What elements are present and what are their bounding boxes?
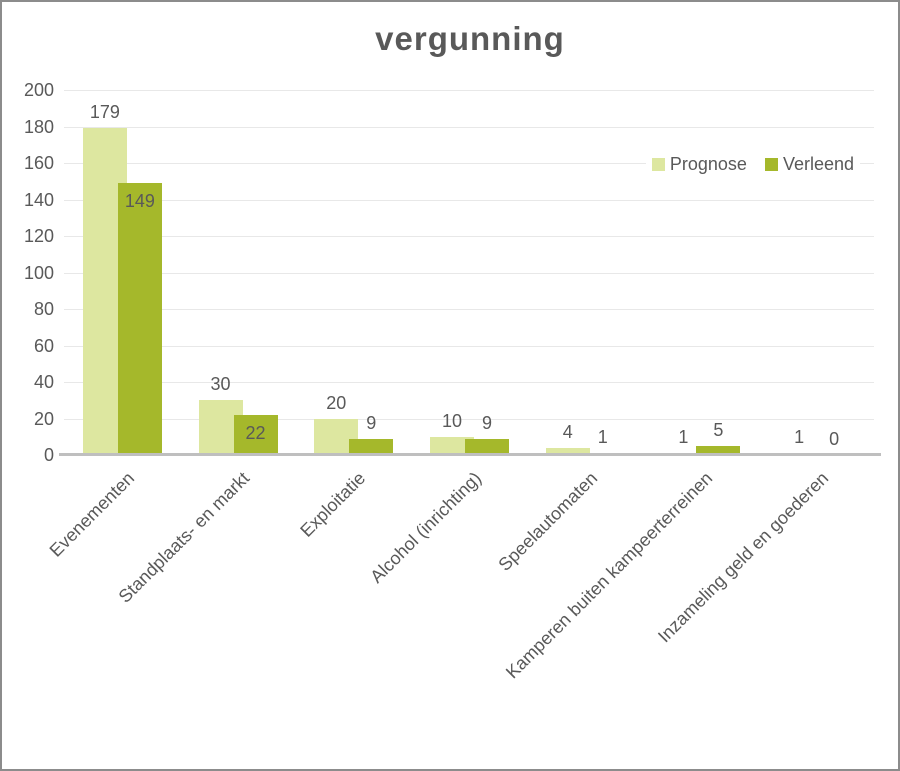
value-label-verleend-7: 0 [829,429,840,449]
x-axis-category-label: Evenementen [45,468,139,561]
gridline [64,382,874,383]
gridline [64,126,874,128]
y-axis-tick-label: 60 [33,335,54,356]
gridline [64,272,874,274]
x-axis-category-label: Kamperen buiten kampeerterreinen [502,468,717,683]
bar-prognose-4 [430,436,474,455]
gridline [64,163,874,164]
y-axis-tick-label: 120 [23,226,54,246]
y-axis-tick-label: 80 [33,299,54,319]
y-axis-tick-label: 160 [23,153,54,173]
value-label-verleend-3: 9 [366,412,377,433]
value-label-prognose-4: 10 [441,410,463,431]
bar-verleend-1 [117,183,162,455]
x-axis-category-label: Exploitatie [296,468,370,541]
gridline [64,345,874,347]
legend-label-verleend: Verleend [782,154,854,174]
gridline [64,418,874,420]
y-axis-tick-label: 100 [23,262,54,283]
bar-prognose-5 [545,447,590,455]
x-axis-category-label: Speelautomaten [494,468,601,575]
value-label-prognose-1: 179 [89,102,120,123]
gridline [64,309,874,310]
bar-verleend-3 [349,438,394,455]
y-axis-tick-label: 20 [33,408,54,429]
y-axis-tick-label: 140 [23,189,54,210]
value-label-prognose-5: 4 [562,421,573,442]
legend-label-prognose: Prognose [669,154,747,174]
chart-title: vergunning [375,20,565,57]
value-label-verleend-6: 5 [713,419,724,440]
gridline [64,90,874,91]
bar-verleend-4 [465,438,509,455]
value-label-prognose-7: 1 [794,427,805,448]
y-axis-tick-label: 200 [23,80,54,100]
value-label-verleend-4: 9 [481,412,492,433]
legend-swatch-prognose [651,158,665,171]
value-label-prognose-3: 20 [326,392,347,413]
legend-item-prognose: Prognose [651,154,747,175]
value-label-prognose-6: 1 [678,427,689,448]
y-axis-tick-label: 40 [33,372,54,392]
legend-swatch-verleend [764,158,778,171]
x-axis-category-label: Alcohol (inrichting) [366,468,486,587]
gridline [64,236,874,237]
value-label-verleend-1: 149 [124,191,155,212]
y-axis-tick-label: 180 [23,116,54,137]
gridline [64,199,874,201]
x-axis-category-label: Standplaats- en markt [115,468,254,607]
bar-verleend-2 [233,414,278,455]
value-label-prognose-2: 30 [210,374,231,395]
legend: Prognose Verleend [645,151,860,178]
bar-verleend-6 [696,445,741,455]
y-axis-tick-label: 0 [43,445,54,465]
value-label-verleend-5: 1 [597,427,608,448]
legend-item-verleend: Verleend [764,154,854,175]
value-label-verleend-2: 22 [245,422,266,443]
x-axis-line [59,453,881,456]
